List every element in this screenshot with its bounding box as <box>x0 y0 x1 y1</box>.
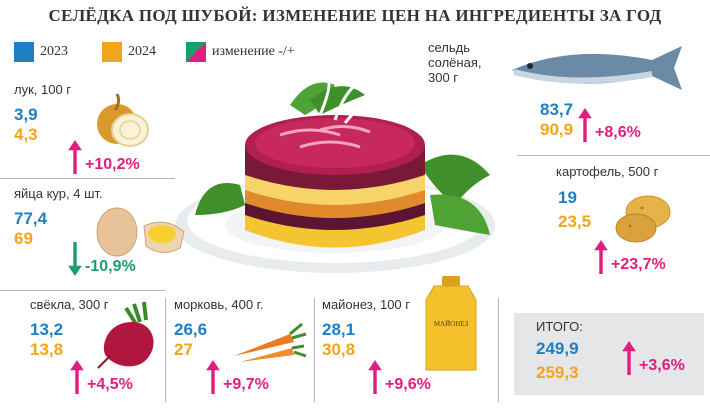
carrot-value-2023: 26,6 <box>174 320 208 339</box>
herring-value-2023: 83,7 <box>540 100 574 119</box>
divider <box>165 298 166 402</box>
potato-icon <box>615 195 671 243</box>
legend-change: изменение -/+ <box>186 42 295 62</box>
eggs-change: -10,9% <box>68 242 136 276</box>
potato-values: 19 23,5 <box>558 188 618 232</box>
potato-change-value: +23,7% <box>611 256 666 273</box>
item-onion: лук, 100 г 3,9 4,3 <box>14 82 174 182</box>
item-mayonnaise: майонез, 100 г 28,1 30,8 <box>322 297 442 397</box>
onion-value-2024: 4,3 <box>14 125 38 144</box>
potato-value-2024: 23,5 <box>558 212 592 231</box>
beet-label: свёкла, 300 г <box>30 297 109 312</box>
herring-label-line3: 300 г <box>428 70 459 85</box>
eggs-change-value: -10,9% <box>85 258 136 275</box>
arrow-up-icon <box>368 360 382 394</box>
arrow-up-icon <box>68 140 82 174</box>
beet-change-value: +4,5% <box>87 376 133 393</box>
item-beet: свёкла, 300 г 13,2 13,8 <box>30 297 160 397</box>
herring-change-value: +8,6% <box>595 124 641 141</box>
total-value-2023: 249,9 <box>536 339 579 358</box>
herring-label-line2: солёная, <box>428 55 482 70</box>
potato-value-2023: 19 <box>558 188 577 207</box>
divider <box>314 298 315 402</box>
arrow-up-icon <box>70 360 84 394</box>
carrot-value-2024: 27 <box>174 340 193 359</box>
onion-label: лук, 100 г <box>14 82 72 97</box>
item-eggs: яйца кур, 4 шт. 77,4 69 <box>14 186 174 286</box>
eggs-value-2023: 77,4 <box>14 209 48 228</box>
item-carrot: морковь, 400 г. 26,6 27 <box>174 297 314 397</box>
onion-icon <box>97 93 149 147</box>
total-label: ИТОГО: <box>536 319 583 334</box>
legend-2024-swatch <box>102 42 122 62</box>
carrot-change: +9,7% <box>206 360 269 394</box>
page-title: СЕЛЁДКА ПОД ШУБОЙ: ИЗМЕНЕНИЕ ЦЕН НА ИНГР… <box>48 6 662 25</box>
onion-value-2023: 3,9 <box>14 105 38 124</box>
total-value-2024: 259,3 <box>536 363 579 382</box>
eggs-label: яйца кур, 4 шт. <box>14 186 103 201</box>
arrow-up-icon <box>594 240 608 274</box>
mayonnaise-icon: МАЙОНЕЗ <box>420 276 482 374</box>
legend-2024: 2024 <box>102 42 156 62</box>
mayonnaise-label: майонез, 100 г <box>322 297 411 312</box>
potato-change: +23,7% <box>594 240 666 274</box>
divider <box>518 155 710 156</box>
onion-change: +10,2% <box>68 140 140 174</box>
eggs-icon <box>96 207 185 257</box>
arrow-down-icon <box>68 242 82 276</box>
item-herring: сельдь солёная, 300 г <box>428 40 518 100</box>
arrow-up-icon <box>622 341 636 375</box>
carrot-icon <box>234 322 307 362</box>
eggs-value-2024: 69 <box>14 229 33 248</box>
herring-change: +8,6% <box>578 108 641 142</box>
total-change: +3,6% <box>622 341 685 375</box>
beet-change: +4,5% <box>70 360 133 394</box>
mayonnaise-change-value: +9,6% <box>385 376 431 393</box>
divider <box>0 290 165 291</box>
onion-change-value: +10,2% <box>85 156 140 173</box>
mayonnaise-value-2023: 28,1 <box>322 320 356 339</box>
mayonnaise-value-2024: 30,8 <box>322 340 356 359</box>
total-panel: ИТОГО: 249,9 259,3 +3,6% <box>514 313 704 395</box>
beet-value-2024: 13,8 <box>30 340 64 359</box>
legend-2023-label: 2023 <box>40 44 68 59</box>
herring-icon <box>512 46 682 90</box>
legend-change-label: изменение -/+ <box>212 44 295 59</box>
herring-label-line1: сельдь <box>428 40 471 55</box>
total-change-value: +3,6% <box>639 357 685 374</box>
divider <box>498 298 499 402</box>
carrot-label: морковь, 400 г. <box>174 297 264 312</box>
mayonnaise-change: +9,6% <box>368 360 431 394</box>
arrow-up-icon <box>206 360 220 394</box>
beet-icon <box>97 301 154 369</box>
mayonnaise-package-text: МАЙОНЕЗ <box>433 320 469 328</box>
divider <box>0 178 175 179</box>
potato-label: картофель, 500 г <box>556 164 659 179</box>
arrow-up-icon <box>578 108 592 142</box>
herring-values: 83,7 90,9 <box>540 100 600 144</box>
legend-2024-label: 2024 <box>128 44 156 59</box>
legend-change-swatch <box>186 42 206 62</box>
item-potato: картофель, 500 г <box>556 164 706 184</box>
legend-2023-swatch <box>14 42 34 62</box>
salad-dish-illustration <box>175 75 495 273</box>
herring-value-2024: 90,9 <box>540 120 574 139</box>
beet-value-2023: 13,2 <box>30 320 64 339</box>
carrot-change-value: +9,7% <box>223 376 269 393</box>
legend-2023: 2023 <box>14 42 68 62</box>
